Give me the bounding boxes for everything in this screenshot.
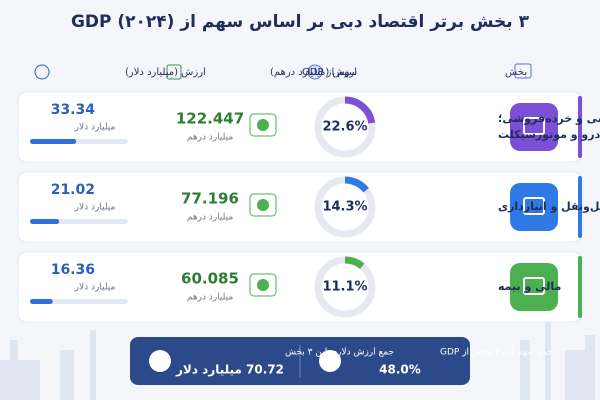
sector-glyph: [523, 117, 545, 135]
share-label: 14.3%: [322, 200, 367, 215]
share-label: 11.1%: [322, 280, 367, 295]
usd-bar: [30, 299, 53, 304]
sector-name: تعمیر خودرو و موتورسیکلت: [498, 128, 600, 141]
usd-value: 21.02: [51, 182, 95, 198]
row-accent: [578, 256, 582, 318]
share-label: 22.6%: [322, 120, 367, 135]
usd-unit: میلیارد دلار: [74, 123, 116, 133]
share-ring: [314, 176, 376, 238]
usd-bar-track: [30, 299, 128, 304]
aed-coin: [257, 279, 269, 291]
column-headers: بخش سهم از GDP ارزش (میلیارد درهم) ارزش …: [34, 63, 532, 80]
aed-icon: [166, 64, 182, 80]
title: ۳ بخش برتر اقتصاد دبی بر اساس سهم از GDP…: [71, 12, 530, 32]
share-ring: [314, 256, 376, 318]
row-accent: [578, 176, 582, 238]
summary: جمع سهم این ۳ بخش از GDP 48.0% جمع ارزش …: [130, 337, 553, 385]
aed-coin: [257, 119, 269, 131]
summary-value: 70.72 میلیارد دلار: [175, 363, 284, 377]
pie-icon: [319, 350, 341, 372]
aed-value: 77.196: [181, 190, 239, 208]
column-header: ارزش (میلیارد دلار): [125, 67, 206, 78]
usd-unit: میلیارد دلار: [74, 203, 116, 213]
column-header: ارزش (میلیارد درهم): [270, 67, 357, 78]
usd-value: 16.36: [51, 262, 95, 278]
usd-bar: [30, 139, 77, 144]
sector-icon: [510, 183, 558, 231]
row-accent: [578, 96, 582, 158]
dollar-icon: [149, 350, 171, 372]
sector-glyph: [523, 197, 545, 215]
usd-value: 33.34: [51, 102, 96, 118]
share-icon: [307, 64, 323, 80]
aed-value: 122.447: [176, 110, 244, 128]
usd-bar: [30, 219, 60, 224]
summary-label: جمع ارزش دلاری این ۳ بخش: [285, 348, 394, 358]
usd-unit: میلیارد دلار: [74, 283, 116, 293]
aed-unit: میلیارد درهم: [187, 133, 233, 143]
column-header: سهم از GDP: [302, 67, 357, 78]
aed-coin: [257, 199, 269, 211]
sector-icon: [510, 263, 558, 311]
column-header: بخش: [505, 67, 527, 78]
share-ring: [314, 96, 376, 158]
usd-icon: [34, 64, 50, 80]
sector-name: حمل‌ونقل و انبارداری: [498, 200, 600, 213]
skyline: [0, 300, 595, 400]
sector-name: مالی و بیمه: [498, 280, 561, 293]
summary-label: جمع سهم این ۳ بخش از GDP: [440, 348, 553, 358]
aed-unit: میلیارد درهم: [187, 213, 233, 223]
sector-icon: [514, 63, 532, 79]
summary-value: 48.0%: [379, 363, 421, 377]
sector-name: عمده‌فروشی و خرده‌فروشی؛: [498, 112, 600, 125]
aed-unit: میلیارد درهم: [187, 293, 233, 303]
sector-icon: [510, 103, 558, 151]
sector-glyph: [523, 277, 545, 295]
aed-value: 60.085: [181, 270, 239, 288]
